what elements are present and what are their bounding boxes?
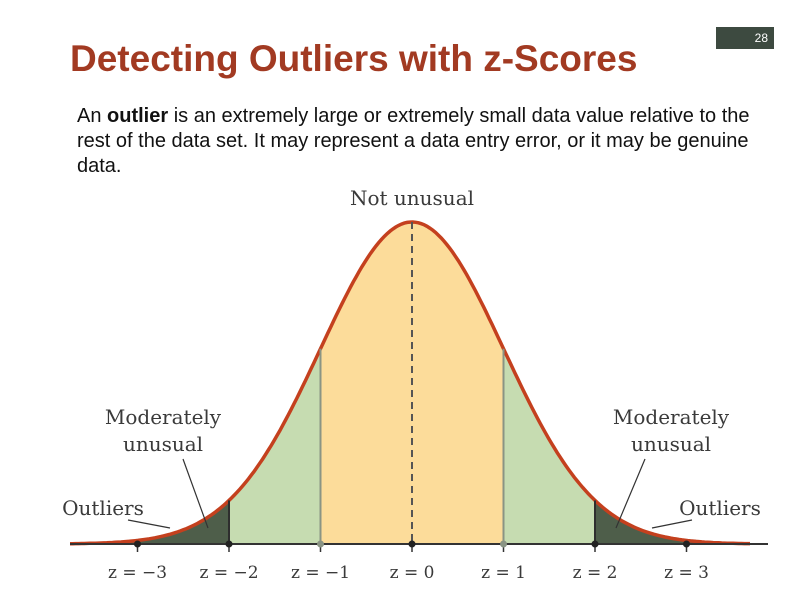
left-moderate-pointer	[182, 458, 209, 529]
slide-title: Detecting Outliers with z-Scores	[70, 38, 638, 79]
tick-dot	[683, 540, 690, 548]
z-tick-label: z = 3	[664, 563, 709, 583]
left-moderately-label: Moderately	[105, 405, 222, 429]
z-tick-label: z = 2	[573, 563, 618, 583]
left-outliers-label: Outliers	[62, 496, 144, 520]
tick-dot	[500, 540, 507, 548]
right-outliers-label: Outliers	[679, 496, 761, 520]
right-outlier-region	[595, 500, 750, 544]
tick-dot	[134, 540, 141, 548]
z-tick-label: z = −3	[108, 563, 167, 583]
intro-rest: is an extremely large or extremely small…	[77, 105, 750, 177]
intro-term: outlier	[107, 105, 169, 127]
z-tick-label: z = 1	[481, 563, 526, 583]
not-unusual-label: Not unusual	[350, 186, 474, 210]
left-unusual-label: unusual	[123, 432, 203, 456]
normal-curve	[70, 220, 750, 546]
tick-dot	[591, 540, 599, 548]
tick-dot	[317, 540, 324, 548]
tick-dot	[408, 540, 416, 548]
left-outlier-region	[70, 500, 229, 544]
z-tick-label: z = 0	[390, 563, 435, 583]
intro-prefix: An	[77, 105, 108, 127]
z-tick-label: z = −2	[199, 563, 258, 583]
boundary-lines	[228, 222, 596, 544]
intro-paragraph: An outlier is an extremely large or extr…	[77, 104, 777, 179]
right-moderately-label: Moderately	[613, 405, 730, 429]
right-outlier-pointer	[651, 519, 693, 529]
right-unusual-label: unusual	[631, 432, 711, 456]
z-ticks: z = −3 z = −2 z = −1 z = 0 z = 1 z = 2 z = 3	[108, 540, 709, 583]
z-tick-label: z = −1	[291, 563, 350, 583]
slide-number: 28	[716, 27, 774, 49]
tick-dot	[225, 540, 233, 548]
right-moderate-pointer	[615, 458, 646, 529]
left-outlier-pointer	[127, 519, 171, 529]
